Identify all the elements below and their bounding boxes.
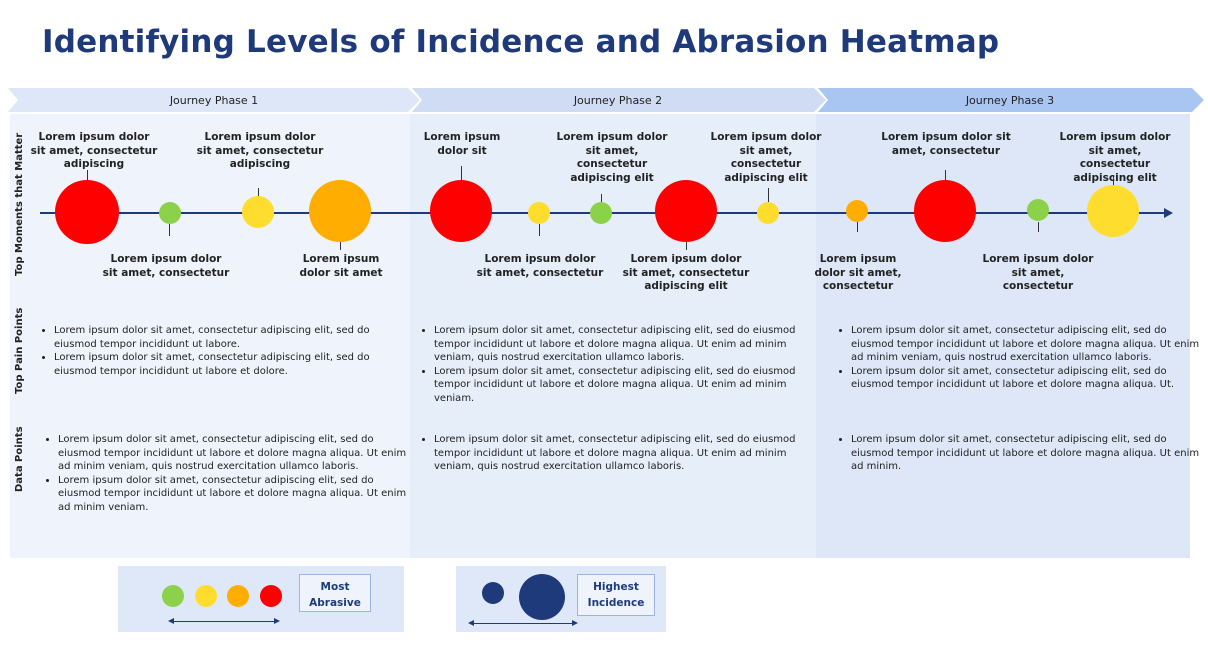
phase-2-chevron [412, 88, 826, 112]
moment-bubble-yellow [757, 202, 779, 224]
stem [768, 188, 769, 202]
moment-bubble-orange [846, 200, 868, 222]
legend-dot-small [482, 582, 504, 604]
row-label-pain-points: Top Pain Points [14, 307, 25, 394]
stem [87, 170, 88, 182]
list-item: Lorem ipsum dolor sit amet, consectetur … [434, 324, 826, 365]
legend-dot-red [260, 585, 282, 607]
phase-1-label: Journey Phase 1 [169, 94, 259, 107]
stem [1038, 222, 1039, 232]
phase-3-label: Journey Phase 3 [965, 94, 1055, 107]
moment-label: Lorem ipsum dolor sit amet, consectetur … [196, 131, 324, 170]
arrow-right-icon [572, 620, 578, 626]
moment-bubble-red [55, 180, 119, 244]
legend-dot-orange [227, 585, 249, 607]
moment-label: Lorem ipsum dolor sit amet, consectetur … [1059, 131, 1171, 184]
list-item: Lorem ipsum dolor sit amet, consectetur … [851, 433, 1206, 474]
list-item: Lorem ipsum dolor sit amet, consectetur … [54, 324, 404, 351]
moment-label: Lorem ipsum dolor sit amet, consectetur … [556, 131, 668, 184]
pain-points-phase-3: Lorem ipsum dolor sit amet, consectetur … [833, 324, 1206, 392]
moment-label: Lorem ipsum dolor sit amet, consectetur … [622, 253, 750, 292]
list-item: Lorem ipsum dolor sit amet, consectetur … [434, 433, 826, 474]
arrow-left-icon [468, 620, 474, 626]
list-item: Lorem ipsum dolor sit amet, consectetur … [851, 324, 1206, 365]
legend-arrow [472, 623, 574, 624]
list-item: Lorem ipsum dolor sit amet, consectetur … [58, 433, 413, 474]
pain-points-phase-2: Lorem ipsum dolor sit amet, consectetur … [416, 324, 826, 405]
moment-label: Lorem ipsum dolor sit amet, consectetur [102, 253, 230, 279]
legend-incidence-label: Highest Incidence [577, 574, 655, 616]
moment-bubble-yellow [528, 202, 550, 224]
moment-bubble-red [655, 180, 717, 242]
legend-abrasion: Most Abrasive [118, 566, 404, 632]
legend-incidence: Highest Incidence [456, 566, 666, 632]
data-points-phase-2: Lorem ipsum dolor sit amet, consectetur … [416, 433, 826, 474]
moment-bubble-yellow [242, 196, 274, 228]
moment-label: Lorem ipsum dolor sit amet, consectetur … [710, 131, 822, 184]
legend-abrasion-label: Most Abrasive [299, 574, 371, 612]
moment-label: Lorem ipsum dolor sit [423, 131, 501, 157]
moment-label: Lorem ipsum dolor sit amet [299, 253, 383, 279]
row-label-moments: Top Moments that Matter [14, 132, 25, 276]
moment-label: Lorem ipsum dolor sit amet, consectetur [476, 253, 604, 279]
moment-label: Lorem ipsum dolor sit amet, consectetur [881, 131, 1011, 157]
list-item: Lorem ipsum dolor sit amet, consectetur … [54, 351, 404, 378]
stem [169, 224, 170, 236]
stem [539, 224, 540, 236]
legend-arrow [172, 621, 276, 622]
list-item: Lorem ipsum dolor sit amet, consectetur … [58, 474, 413, 515]
page-title: Identifying Levels of Incidence and Abra… [42, 24, 1000, 60]
list-item: Lorem ipsum dolor sit amet, consectetur … [434, 365, 826, 406]
arrow-left-icon [168, 618, 174, 624]
moment-label: Lorem ipsum dolor sit amet, consectetur … [30, 131, 158, 170]
moment-bubble-green [1027, 199, 1049, 221]
data-points-phase-3: Lorem ipsum dolor sit amet, consectetur … [833, 433, 1206, 474]
row-label-data-points: Data Points [14, 426, 25, 492]
moment-bubble-orange [309, 180, 371, 242]
stem [857, 222, 858, 232]
stem [258, 188, 259, 198]
legend-dot-large [519, 574, 565, 620]
stem [340, 240, 341, 250]
stem [686, 242, 687, 250]
data-points-phase-1: Lorem ipsum dolor sit amet, consectetur … [40, 433, 413, 514]
moment-bubble-red [430, 180, 492, 242]
legend-dot-green [162, 585, 184, 607]
moment-label: Lorem ipsum dolor sit amet, consectetur [814, 253, 902, 292]
moment-label: Lorem ipsum dolor sit amet, consectetur [982, 253, 1094, 292]
timeline-arrowhead [1164, 208, 1173, 218]
legend-dot-yellow [195, 585, 217, 607]
list-item: Lorem ipsum dolor sit amet, consectetur … [851, 365, 1206, 392]
phase-1-chevron [8, 88, 420, 112]
phase-2-label: Journey Phase 2 [573, 94, 663, 107]
phase-header-bar [8, 88, 1204, 112]
stem [461, 166, 462, 182]
stem [1113, 176, 1114, 186]
moment-bubble-green [159, 202, 181, 224]
phase-3-panel [816, 114, 1190, 558]
moment-bubble-green [590, 202, 612, 224]
stem [945, 170, 946, 182]
moment-bubble-yellow [1087, 185, 1139, 237]
pain-points-phase-1: Lorem ipsum dolor sit amet, consectetur … [36, 324, 404, 378]
stem [601, 194, 602, 202]
phase-3-chevron [818, 88, 1204, 112]
arrow-right-icon [274, 618, 280, 624]
moment-bubble-red [914, 180, 976, 242]
